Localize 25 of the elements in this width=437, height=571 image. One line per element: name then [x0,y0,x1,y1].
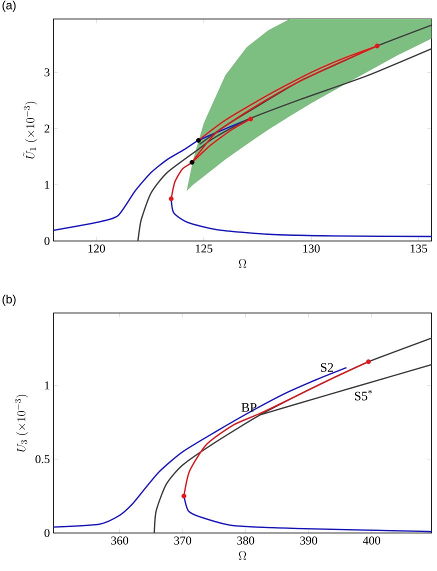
x-axis-title: $\Omega$ [238,259,246,268]
x-tick-label: 400 [362,536,380,545]
y-tick-label: 0.5 [35,455,50,464]
chart-title: (a) [2,0,16,12]
x-tick-label: 135 [410,244,428,253]
x-tick-label: 370 [174,536,192,545]
chart-title: (b) [2,294,16,306]
y-tick-label: 3 [44,68,50,76]
x-tick-label: 125 [196,244,212,253]
x-tick-label: 380 [237,536,254,545]
x-tick-label: 360 [111,536,128,545]
y-tick-label: 0 [44,528,50,538]
x-axis-title: $\Omega$ [238,551,246,560]
y-tick-label: 0 [44,236,50,246]
y-axis-title: $U_3\ (\times10^{-3})$ [14,394,28,452]
y-tick-label: 1 [45,381,50,390]
x-tick-label: 390 [300,536,318,545]
x-tick-label: 130 [303,244,320,253]
x-tick-label: 120 [88,244,105,253]
annotation: BP [241,403,256,412]
annotation: S5$^{*}$ [354,390,372,400]
y-tick-label: 2 [44,124,50,133]
annotation: S2 [320,363,334,372]
y-axis-title: $\tilde{U}_1\ (\times10^{-3})$ [23,102,38,159]
y-tick-label: 1 [45,180,50,189]
